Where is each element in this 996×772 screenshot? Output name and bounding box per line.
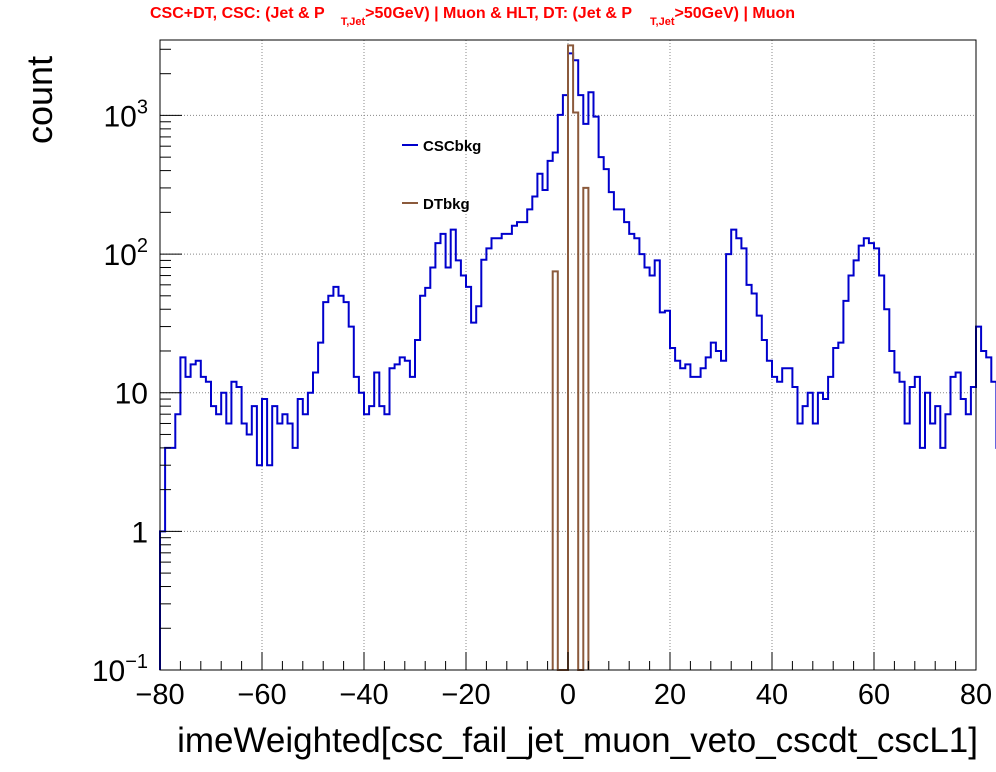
y-tick-base: 10 [104,100,137,133]
y-tick-label: 10−1 [92,651,148,688]
x-tick-label: 0 [560,679,576,711]
y-tick-label: 103 [104,96,149,133]
y-axis-label: count [19,56,60,144]
title-subscript-2: T,Jet [650,16,675,28]
x-tick-labels: −80 −60 −40 −20 0 20 40 60 80 [135,679,992,711]
legend-label-dtbkg: DTbkg [423,196,470,213]
svg-text:CSC+DT, CSC: (Jet & PT,Jet>50G: CSC+DT, CSC: (Jet & P T,Jet>50GeV) | Muon… [150,5,795,28]
title-part-c: >50GeV) | Muon [675,5,796,22]
x-axis-label: imeWeighted[csc_fail_jet_muon_veto_cscdt… [177,721,978,760]
y-tick-base: 10 [115,378,148,411]
y-tick-label: 10 [115,378,148,411]
x-tick-label: −60 [237,679,286,711]
series-line-dtbkg [551,44,590,671]
x-tick-label: 80 [960,679,992,711]
y-tick-exponent: 3 [137,96,148,118]
y-tick-exponent: 2 [137,235,148,257]
legend-label-cscbkg: CSCbkg [423,138,481,155]
series-layer [159,44,996,671]
x-tick-label: 20 [654,679,686,711]
series-line-cscbkg [159,52,996,670]
legend: CSCbkg DTbkg [402,138,481,213]
chart-title: CSC+DT, CSC: (Jet & P T,Jet>50GeV) | Muon… [150,5,795,28]
x-tick-label: 60 [858,679,890,711]
y-tick-base: 1 [131,516,148,549]
x-tick-label: −40 [339,679,388,711]
y-tick-label: 102 [104,235,149,272]
axis-ticks [159,48,977,671]
x-tick-label: 40 [756,679,788,711]
y-tick-base: 10 [104,239,137,272]
title-part-b: >50GeV) | Muon & HLT, DT: (Jet & P [365,5,632,22]
x-tick-label: −20 [441,679,490,711]
x-tick-label: −80 [135,679,184,711]
y-tick-label: 1 [131,516,148,549]
y-tick-exponent: −1 [125,651,148,673]
y-tick-base: 10 [92,655,125,688]
title-part-a: CSC+DT, CSC: (Jet & P [150,5,325,22]
title-subscript-1: T,Jet [341,16,366,28]
